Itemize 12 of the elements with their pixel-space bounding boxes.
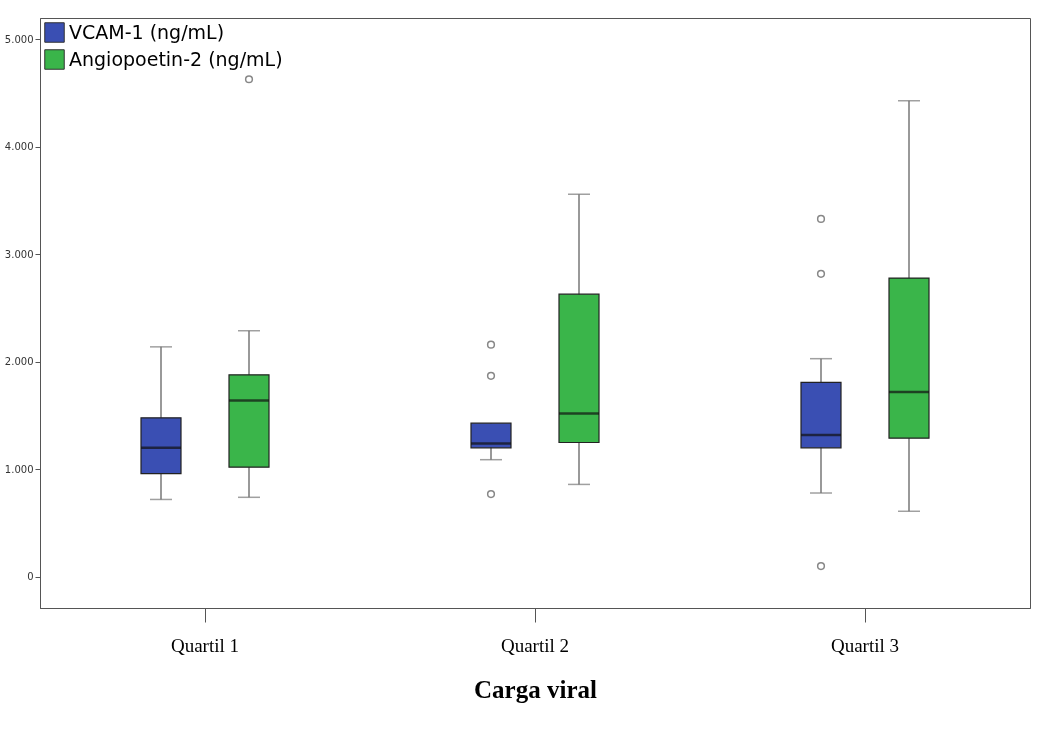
x-tick-label: Quartil 2 [500,634,570,656]
legend-label: VCAM-1 (ng/mL) [69,20,225,43]
y-tick-label: 2.000 [4,356,34,368]
y-tick-label: 4.000 [4,141,34,153]
y-tick-label: 5.000 [4,33,34,45]
y-tick-label: 3.000 [4,248,34,260]
x-axis-title: Carga viral [474,675,597,703]
y-tick-label: 1.000 [4,463,34,475]
x-tick-label: Quartil 3 [830,634,900,656]
x-tick-label: Quartil 1 [170,634,240,656]
legend-label: Angiopoetin-2 (ng/mL) [69,47,283,70]
y-tick-label: 0 [27,571,34,583]
